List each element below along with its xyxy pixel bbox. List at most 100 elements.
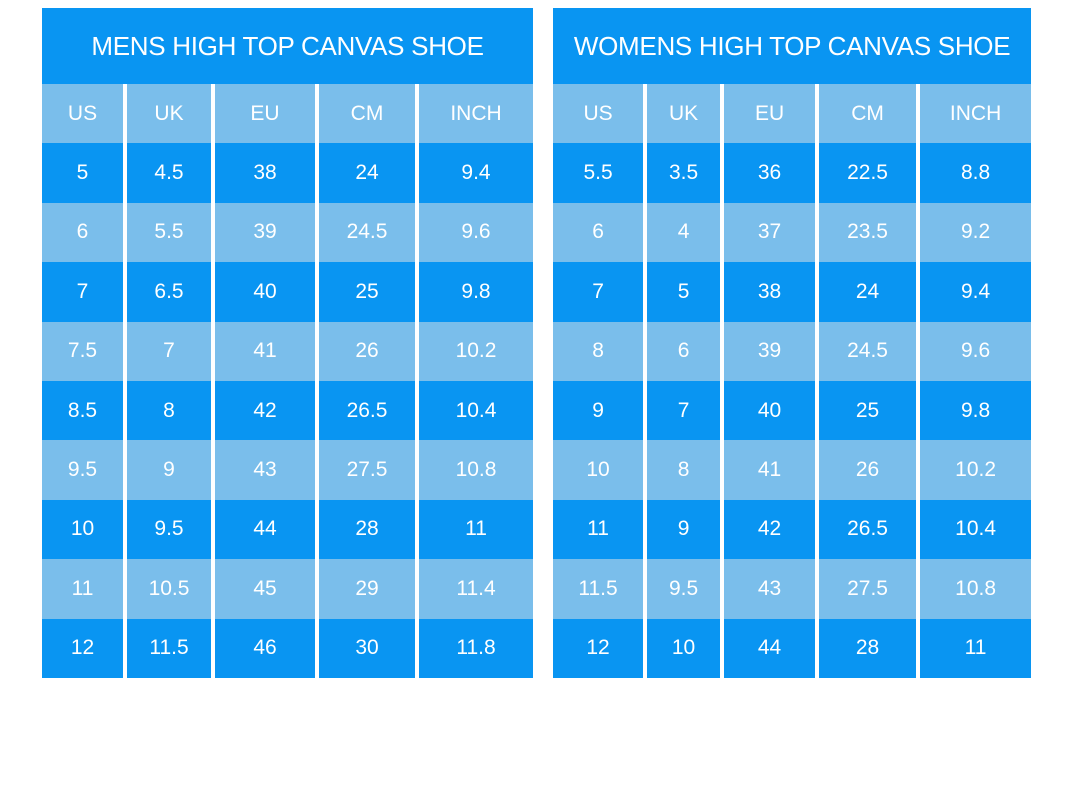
size-cell: 9	[553, 380, 646, 441]
size-row: 8.5 8 42 26.5 10.4	[42, 380, 534, 441]
size-cell: 4.5	[123, 143, 213, 203]
size-cell: 8	[553, 321, 646, 381]
size-cell: 11	[42, 559, 125, 619]
size-cell: 40	[720, 380, 818, 441]
size-cell: 44	[720, 618, 818, 678]
size-cell: 29	[315, 559, 417, 619]
size-cell: 10	[643, 618, 723, 678]
size-cell: 10	[42, 499, 125, 560]
size-cell: 6	[643, 321, 723, 381]
size-row: 6 4 37 23.5 9.2	[553, 202, 1032, 263]
column-header-us: US	[42, 84, 125, 144]
size-cell: 9.4	[414, 143, 534, 203]
mens-title-row: MENS HIGH TOP CANVAS SHOE	[42, 8, 534, 84]
size-row: 6 5.5 39 24.5 9.6	[42, 202, 534, 263]
size-row: 12 10 44 28 11	[553, 618, 1032, 678]
size-cell: 5	[643, 262, 723, 322]
size-chart-canvas: MENS HIGH TOP CANVAS SHOE US UK EU CM INCH 5…	[42, 8, 1032, 678]
column-header-inch: INCH	[414, 84, 534, 144]
size-cell: 24	[815, 262, 919, 322]
size-row: 8 6 39 24.5 9.6	[553, 321, 1032, 381]
size-cell: 22.5	[815, 143, 919, 203]
size-cell: 6	[553, 202, 646, 263]
size-cell: 5.5	[123, 202, 213, 263]
size-cell: 11.4	[414, 559, 534, 619]
size-cell: 6.5	[123, 262, 213, 322]
size-cell: 11	[414, 499, 534, 560]
size-cell: 44	[211, 499, 317, 560]
column-header-eu: EU	[211, 84, 317, 144]
size-row: 7 6.5 40 25 9.8	[42, 262, 534, 322]
womens-title-row: WOMENS HIGH TOP CANVAS SHOE	[553, 8, 1032, 84]
size-cell: 10.5	[123, 559, 213, 619]
size-cell: 7	[553, 262, 646, 322]
size-cell: 8	[123, 380, 213, 441]
size-cell: 11.8	[414, 618, 534, 678]
size-cell: 27.5	[815, 559, 919, 619]
size-cell: 39	[211, 202, 317, 263]
size-cell: 41	[211, 321, 317, 381]
size-row: 7.5 7 41 26 10.2	[42, 321, 534, 381]
size-cell: 9	[643, 499, 723, 560]
size-cell: 28	[315, 499, 417, 560]
size-cell: 27.5	[315, 440, 417, 500]
size-cell: 30	[315, 618, 417, 678]
size-cell: 43	[211, 440, 317, 500]
womens-table-title: WOMENS HIGH TOP CANVAS SHOE	[553, 8, 1032, 84]
size-row: 11 10.5 45 29 11.4	[42, 559, 534, 619]
size-cell: 9.6	[916, 321, 1032, 381]
size-row: 9 7 40 25 9.8	[553, 380, 1032, 441]
size-cell: 9.8	[414, 262, 534, 322]
size-cell: 11	[916, 618, 1032, 678]
size-cell: 37	[720, 202, 818, 263]
mens-table-body: 5 4.5 38 24 9.4 6 5.5 39 24.5 9.6 7 6.5 40 25 9.8 7.5 7 4…	[42, 143, 534, 678]
size-cell: 28	[815, 618, 919, 678]
size-cell: 7.5	[42, 321, 125, 381]
size-cell: 38	[720, 262, 818, 322]
size-cell: 9.5	[123, 499, 213, 560]
size-cell: 10.8	[414, 440, 534, 500]
size-cell: 10.2	[414, 321, 534, 381]
size-cell: 41	[720, 440, 818, 500]
size-cell: 46	[211, 618, 317, 678]
size-cell: 7	[42, 262, 125, 322]
size-row: 11.5 9.5 43 27.5 10.8	[553, 559, 1032, 619]
size-cell: 4	[643, 202, 723, 263]
size-row: 7 5 38 24 9.4	[553, 262, 1032, 322]
column-header-cm: CM	[315, 84, 417, 144]
size-cell: 39	[720, 321, 818, 381]
size-cell: 5.5	[553, 143, 646, 203]
size-cell: 9.5	[643, 559, 723, 619]
size-cell: 8	[643, 440, 723, 500]
size-row: 9.5 9 43 27.5 10.8	[42, 440, 534, 500]
size-cell: 8.8	[916, 143, 1032, 203]
size-cell: 9.6	[414, 202, 534, 263]
size-cell: 24.5	[315, 202, 417, 263]
column-header-uk: UK	[643, 84, 723, 144]
size-cell: 3.5	[643, 143, 723, 203]
size-cell: 9.8	[916, 380, 1032, 441]
size-cell: 11.5	[123, 618, 213, 678]
size-cell: 36	[720, 143, 818, 203]
size-row: 10 8 41 26 10.2	[553, 440, 1032, 500]
size-cell: 23.5	[815, 202, 919, 263]
size-cell: 42	[211, 380, 317, 441]
size-cell: 7	[643, 380, 723, 441]
size-cell: 26	[815, 440, 919, 500]
size-cell: 11	[553, 499, 646, 560]
size-cell: 10	[553, 440, 646, 500]
size-cell: 43	[720, 559, 818, 619]
size-cell: 7	[123, 321, 213, 381]
column-header-us: US	[553, 84, 646, 144]
size-cell: 5	[42, 143, 125, 203]
size-row: 5.5 3.5 36 22.5 8.8	[553, 143, 1032, 203]
size-cell: 9	[123, 440, 213, 500]
size-cell: 24	[315, 143, 417, 203]
size-cell: 26.5	[815, 499, 919, 560]
womens-column-header-row: US UK EU CM INCH	[553, 84, 1032, 144]
mens-table-title: MENS HIGH TOP CANVAS SHOE	[42, 8, 534, 84]
size-cell: 11.5	[553, 559, 646, 619]
size-cell: 9.2	[916, 202, 1032, 263]
size-cell: 10.4	[916, 499, 1032, 560]
column-header-inch: INCH	[916, 84, 1032, 144]
